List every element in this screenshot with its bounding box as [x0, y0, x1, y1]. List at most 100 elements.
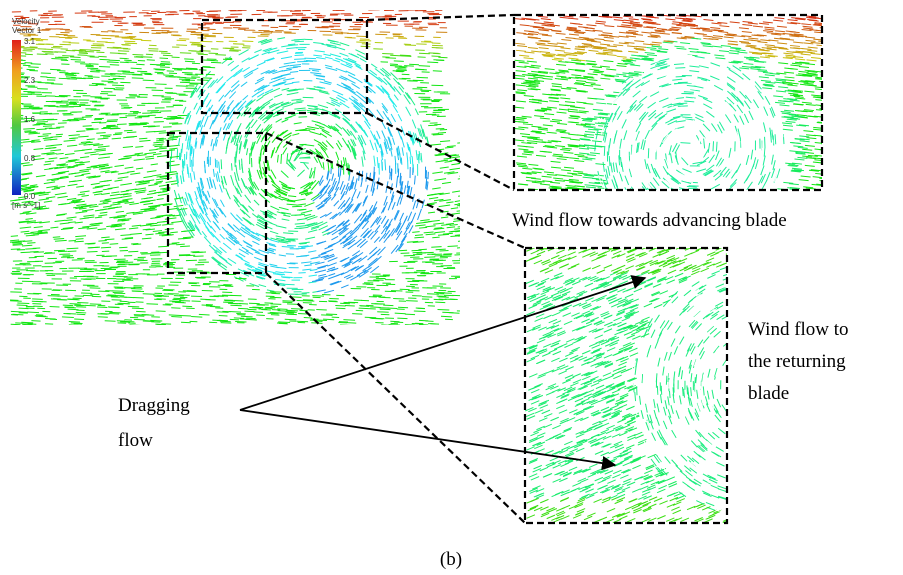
vector — [586, 61, 596, 62]
vector — [355, 50, 364, 55]
vector — [517, 146, 527, 147]
vector — [171, 317, 182, 318]
vector — [742, 32, 752, 33]
vector — [815, 87, 825, 88]
vector — [560, 149, 570, 150]
vector — [358, 96, 367, 103]
vector — [704, 139, 705, 149]
vector — [454, 228, 463, 229]
vector — [139, 140, 150, 141]
vector — [669, 167, 675, 175]
vector — [75, 236, 86, 237]
vector — [257, 93, 264, 97]
vector — [556, 76, 566, 77]
vector — [96, 150, 106, 151]
vector — [338, 167, 339, 177]
vector — [257, 62, 265, 66]
vector — [748, 38, 758, 39]
vector — [539, 48, 549, 49]
vector — [103, 188, 113, 189]
vector — [439, 205, 451, 207]
vector — [159, 139, 166, 140]
vector — [617, 111, 622, 120]
vector — [522, 154, 532, 155]
vector — [275, 279, 285, 280]
vector — [234, 138, 236, 145]
vector — [143, 321, 154, 322]
vector — [211, 226, 216, 232]
vector — [171, 221, 182, 222]
vector — [400, 213, 404, 221]
vector — [60, 158, 69, 159]
vector — [75, 175, 84, 176]
vector — [630, 161, 632, 171]
vector — [783, 125, 793, 126]
vector — [628, 33, 638, 34]
vector — [371, 64, 377, 68]
vector — [335, 47, 345, 50]
vector — [811, 95, 821, 96]
vector — [383, 202, 387, 212]
vector — [382, 131, 386, 140]
vector — [759, 77, 769, 78]
vector — [236, 165, 237, 173]
vector — [775, 102, 785, 103]
vector — [64, 140, 76, 141]
vector — [560, 98, 570, 99]
vector — [455, 200, 465, 201]
vector — [746, 155, 749, 165]
vector — [282, 277, 290, 278]
vector — [67, 198, 76, 199]
vector — [753, 169, 757, 178]
vector — [412, 156, 413, 168]
vector — [289, 64, 301, 65]
vector — [425, 226, 435, 227]
vector — [44, 168, 53, 169]
vector — [441, 160, 448, 161]
vector — [76, 186, 84, 187]
vector — [148, 184, 157, 185]
vector — [619, 43, 629, 44]
vector — [312, 121, 321, 123]
vector — [208, 191, 210, 198]
vector — [541, 19, 551, 20]
vector — [419, 66, 430, 67]
vector — [822, 124, 832, 125]
vector — [783, 53, 793, 54]
vector — [676, 76, 686, 77]
vector — [49, 158, 58, 159]
vector — [31, 140, 39, 141]
vector — [292, 82, 299, 83]
vector — [318, 222, 328, 227]
vector — [543, 125, 553, 126]
vector — [815, 173, 825, 174]
vector — [819, 178, 829, 179]
vector — [285, 319, 297, 320]
vector — [643, 140, 645, 150]
vector — [777, 43, 787, 44]
vector — [27, 243, 35, 244]
vector — [440, 167, 449, 168]
vector — [109, 60, 120, 61]
vector — [189, 140, 190, 149]
vector — [522, 168, 532, 169]
vector — [219, 256, 227, 262]
vector — [363, 196, 368, 207]
vector — [790, 100, 800, 101]
vector — [351, 54, 358, 57]
vector — [789, 184, 799, 185]
vector — [735, 73, 743, 79]
vector — [806, 104, 816, 105]
vector — [457, 205, 464, 206]
vector — [555, 146, 565, 147]
vector — [582, 43, 592, 44]
vector — [277, 51, 288, 53]
vector — [538, 16, 548, 17]
vector — [281, 57, 292, 59]
vector — [540, 184, 550, 185]
vector — [532, 182, 542, 183]
vector — [693, 120, 702, 124]
vector — [432, 172, 442, 174]
vector — [526, 180, 536, 181]
vector — [50, 69, 60, 70]
